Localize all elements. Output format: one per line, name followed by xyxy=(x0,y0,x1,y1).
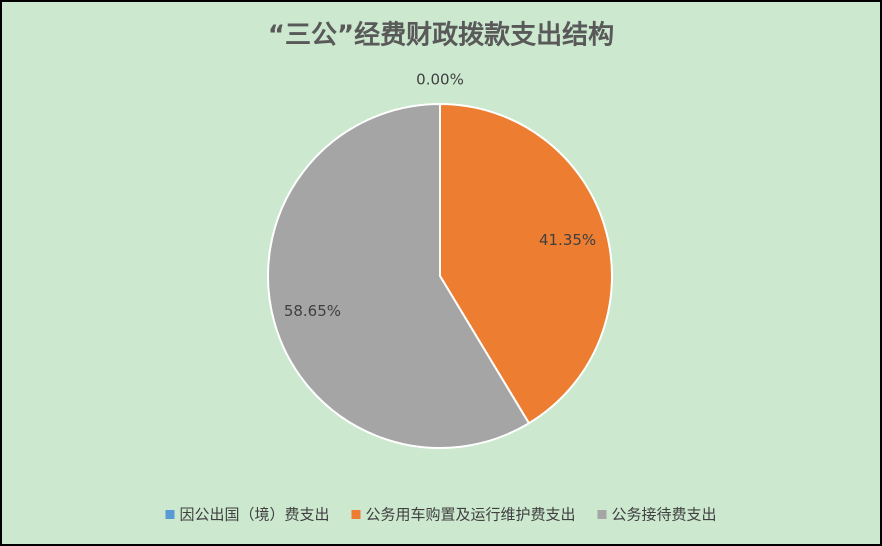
legend-swatch xyxy=(597,510,607,519)
legend-swatch xyxy=(351,510,361,519)
data-label: 0.00% xyxy=(416,71,464,89)
legend-label: 公务用车购置及运行维护费支出 xyxy=(365,506,575,524)
legend-label: 公务接待费支出 xyxy=(612,506,717,524)
pie-slice xyxy=(439,102,613,425)
chart-title: “三公”经费财政拨款支出结构 xyxy=(268,20,614,51)
legend-label: 因公出国（境）费支出 xyxy=(179,506,329,524)
data-label: 41.35% xyxy=(539,231,596,249)
pie-slice xyxy=(267,102,531,449)
legend-swatch xyxy=(165,510,175,519)
data-label: 58.65% xyxy=(284,302,341,320)
